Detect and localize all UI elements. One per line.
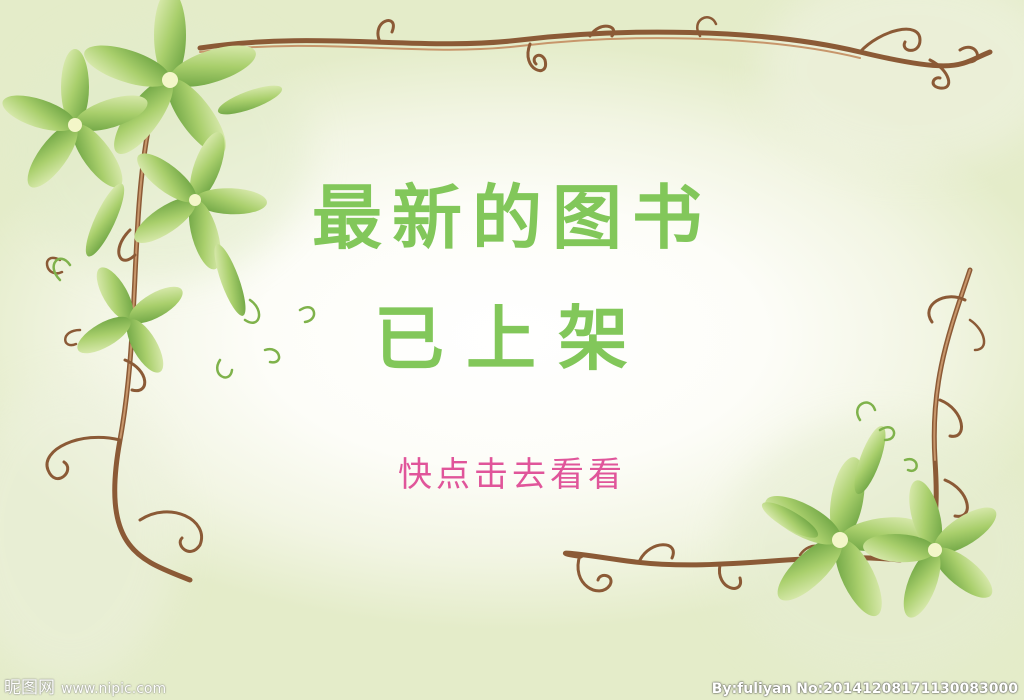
- flower-cluster-bottom-right: [761, 401, 997, 618]
- watermark-bar: 昵图网 www.nipic.com By:fuliyan No:201412081…: [0, 676, 1024, 700]
- top-vine: [197, 16, 993, 90]
- site-url: www.nipic.com: [61, 681, 167, 697]
- headline-line-1: 最新的图书: [312, 177, 712, 259]
- call-to-action-text[interactable]: 快点击去看看: [398, 455, 626, 495]
- site-name: 昵图网: [4, 678, 55, 698]
- watercolor-wash: [0, 380, 180, 680]
- headline-line-2: 已上架: [374, 298, 650, 380]
- left-vine: [45, 117, 204, 583]
- flower-cluster-top-left: [2, 0, 316, 379]
- site-watermark: 昵图网 www.nipic.com: [4, 673, 166, 698]
- credit-watermark: By:fuliyan No:20141208171130083000: [711, 681, 1018, 697]
